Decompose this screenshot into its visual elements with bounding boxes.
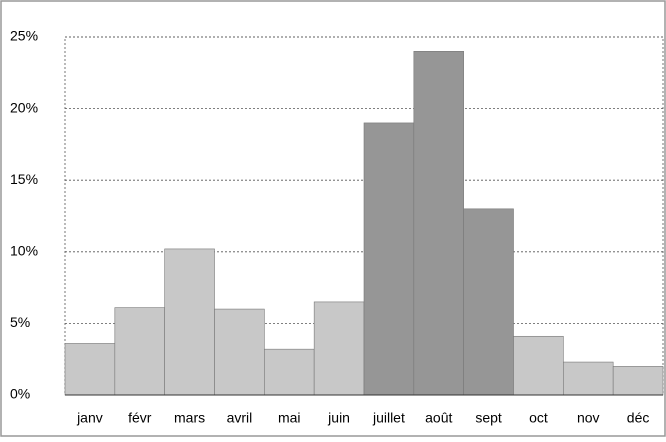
bar <box>413 51 464 396</box>
bar <box>164 248 215 396</box>
x-tick-label: avril <box>227 410 253 426</box>
x-tick-label: déc <box>627 410 650 426</box>
bar <box>313 301 365 396</box>
bar <box>114 307 165 396</box>
bar <box>463 208 514 396</box>
x-tick-label: mars <box>174 410 205 426</box>
bar <box>214 308 265 396</box>
x-tick-label: nov <box>577 410 600 426</box>
x-tick-label: juillet <box>372 410 405 426</box>
y-tick-label: 0% <box>10 386 30 402</box>
y-tick-label: 15% <box>10 171 38 187</box>
y-tick-label: 25% <box>10 28 38 44</box>
bar <box>64 343 116 396</box>
x-tick-label: juin <box>327 410 350 426</box>
bar <box>264 348 315 396</box>
y-tick-label: 5% <box>10 314 30 330</box>
x-tick-label: janv <box>76 410 103 426</box>
x-tick-label: mai <box>278 410 301 426</box>
y-tick-label: 10% <box>10 243 38 259</box>
bar <box>513 335 564 396</box>
x-tick-label: févr <box>128 410 152 426</box>
bar <box>563 361 614 396</box>
x-tick-label: août <box>425 410 452 426</box>
bar <box>612 366 664 396</box>
bar <box>363 122 415 396</box>
y-tick-label: 20% <box>10 99 38 115</box>
x-tick-label: oct <box>529 410 548 426</box>
plot-area <box>64 36 664 396</box>
x-tick-label: sept <box>475 410 502 426</box>
